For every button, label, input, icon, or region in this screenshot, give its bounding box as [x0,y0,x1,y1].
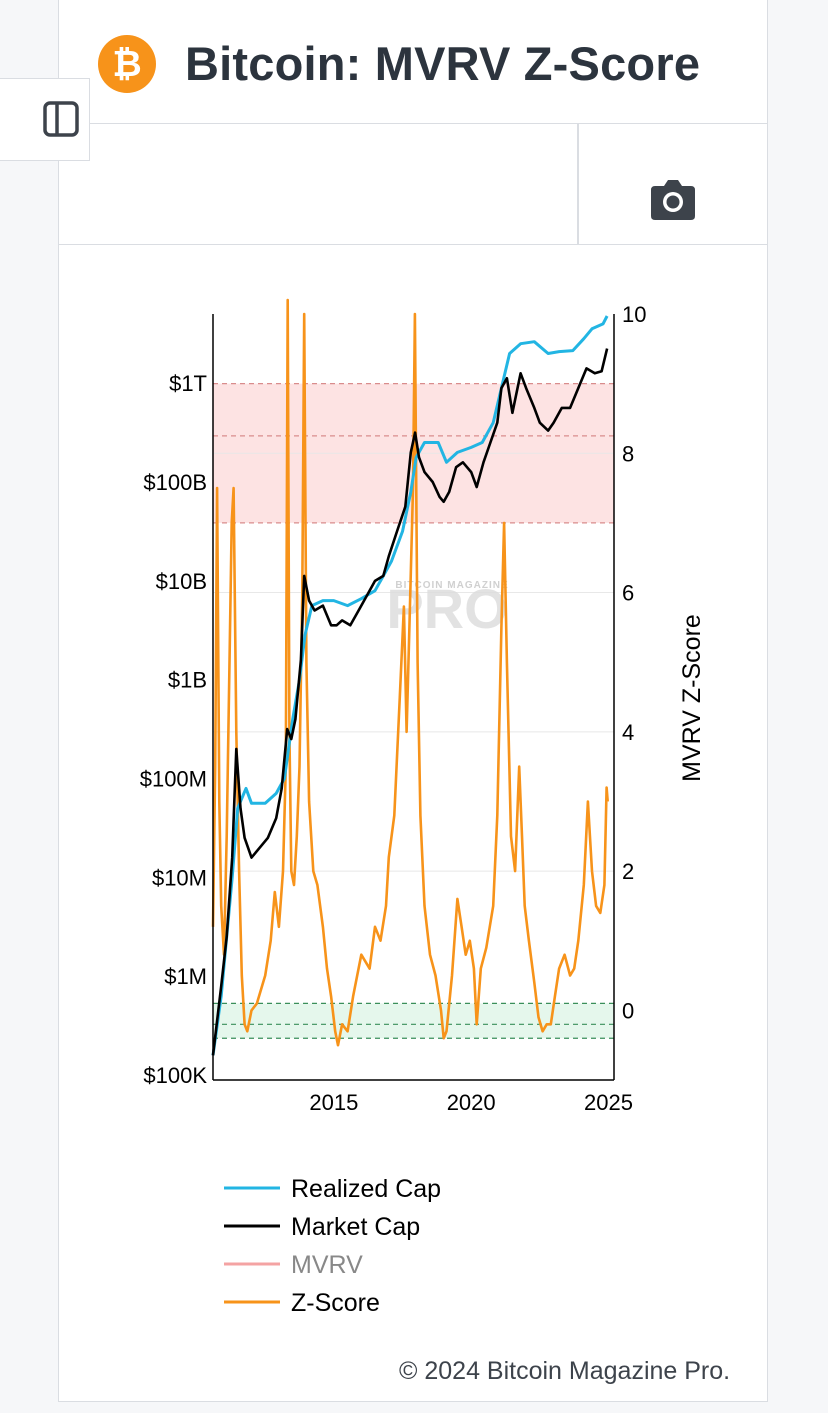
legend-item[interactable]: Realized Cap [291,1175,441,1203]
legend-item[interactable]: Z-Score [291,1289,380,1317]
bitcoin-logo-icon: ₿ [98,35,156,93]
sidebar-toggle-icon [43,101,79,137]
page-header: ₿ Bitcoin: MVRV Z-Score [59,0,767,124]
camera-icon[interactable] [651,180,695,220]
chart-card: ₿ Bitcoin: MVRV Z-Score © 2024 Bitcoin M… [58,0,768,1402]
toolbar-divider [577,124,579,244]
copyright-text: © 2024 Bitcoin Magazine Pro. [399,1357,731,1385]
legend-item[interactable]: Market Cap [291,1213,420,1241]
legend-item[interactable]: MVRV [291,1251,363,1279]
sidebar-toggle-button[interactable] [0,78,90,161]
page-title: Bitcoin: MVRV Z-Score [185,37,701,90]
chart-toolbar [59,124,767,245]
